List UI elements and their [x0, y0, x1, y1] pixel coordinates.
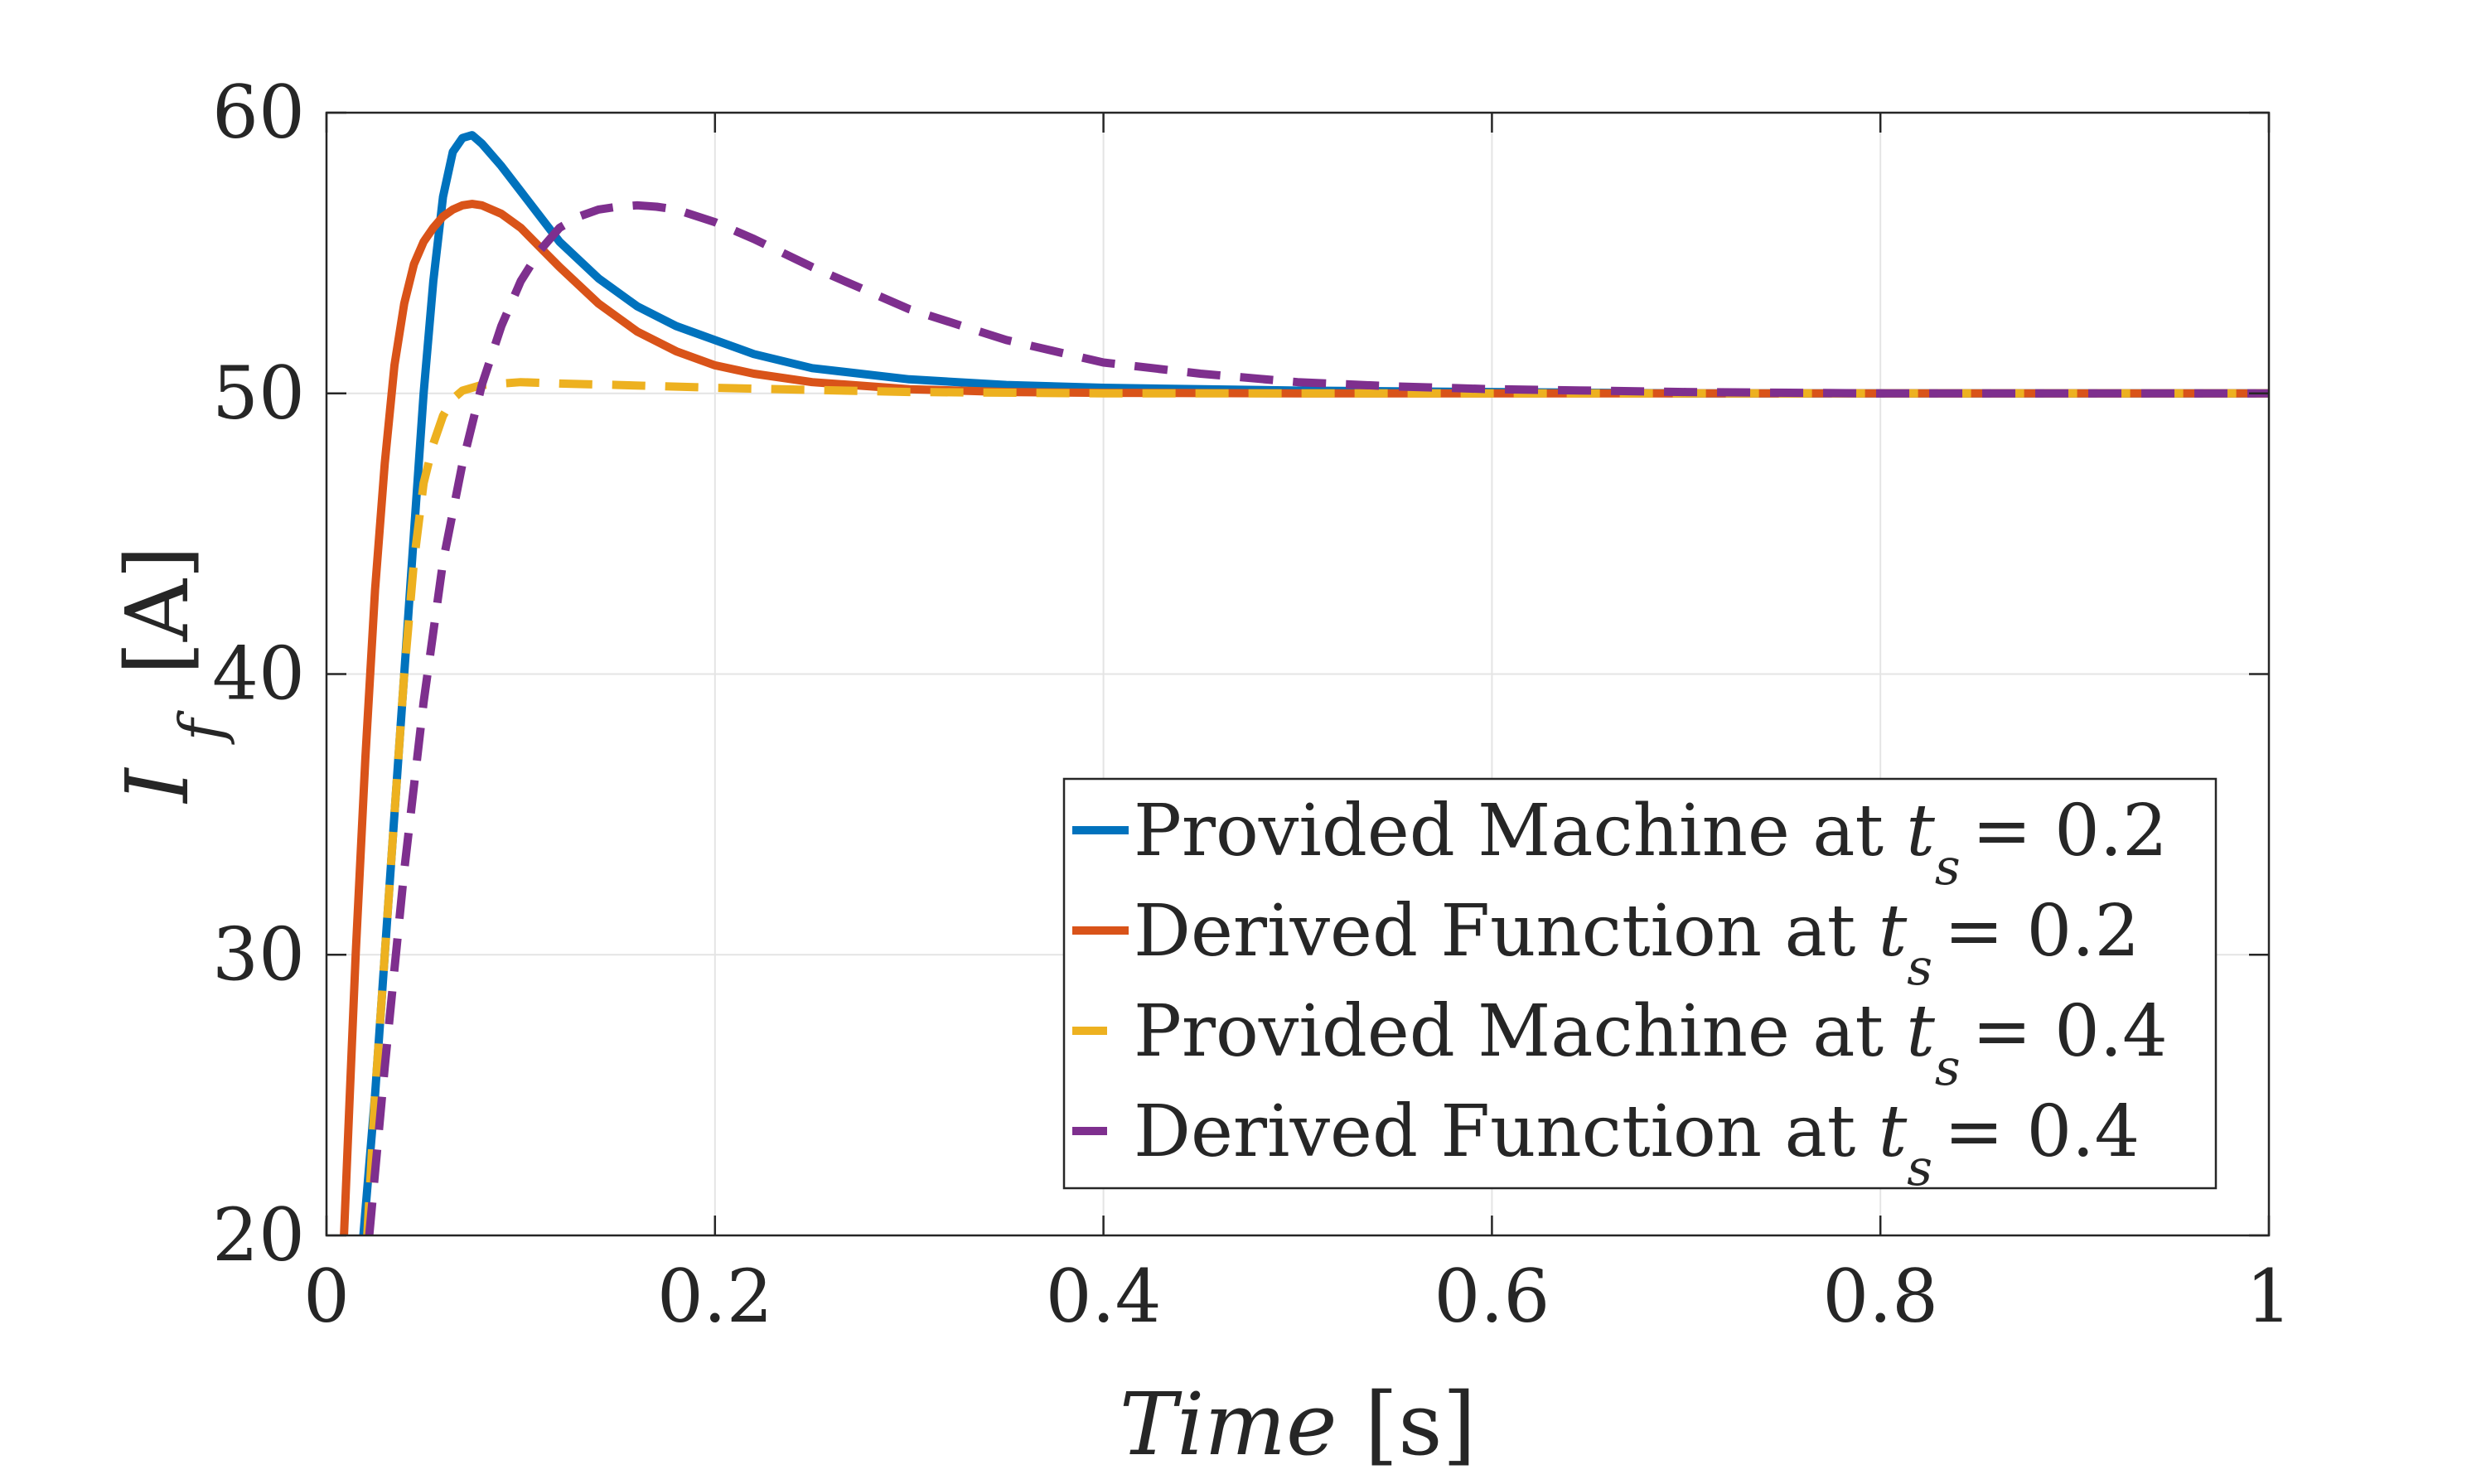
legend-series-name: Provided Machine — [1134, 790, 1812, 873]
ticks — [325, 111, 2271, 1237]
legend-suffix: at — [1812, 990, 1906, 1073]
legend-label-4: Derived Function at ts = 0.4 — [1134, 1090, 2140, 1197]
y-tick-label: 20 — [212, 1192, 305, 1278]
legend-ts-value: = 0.2 — [1944, 890, 2140, 973]
x-tick-label: 0.8 — [1822, 1254, 1938, 1339]
y-tick-label: 60 — [212, 70, 305, 155]
legend-ts-var: t — [1879, 1090, 1908, 1173]
legend-ts-var: t — [1906, 990, 1935, 1073]
legend-label-3: Provided Machine at ts = 0.4 — [1134, 990, 2168, 1097]
x-tick-label: 0.4 — [1046, 1254, 1162, 1339]
legend-label-1: Provided Machine at ts = 0.2 — [1134, 790, 2168, 897]
legend-series-name: Derived Function — [1134, 1090, 1785, 1173]
legend-ts-sub: s — [1935, 839, 1961, 897]
legend-label-2: Derived Function at ts = 0.2 — [1134, 890, 2140, 997]
legend-ts-var: t — [1879, 890, 1908, 973]
y-tick-label: 50 — [212, 350, 305, 436]
y-axis-label-unit: [A] — [107, 545, 208, 674]
x-axis-label: Time [s] — [1120, 1374, 1476, 1475]
tick-labels: 0 0.2 0.4 0.6 0.8 1 20 30 40 50 60 — [212, 70, 2292, 1339]
legend-ts-value: = 0.4 — [1944, 1090, 2140, 1173]
x-tick-label: 0.6 — [1434, 1254, 1550, 1339]
legend-series-name: Provided Machine — [1134, 990, 1812, 1073]
x-tick-label: 0.2 — [657, 1254, 773, 1339]
y-axis-label-var: I — [107, 767, 208, 805]
x-tick-label: 1 — [2246, 1254, 2292, 1339]
legend-box — [1062, 777, 2218, 1190]
x-axis-label-unit: [s] — [1365, 1374, 1477, 1475]
x-axis-label-var: Time — [1120, 1374, 1337, 1475]
legend-ts-value: = 0.2 — [1972, 790, 2168, 873]
y-axis-label: I f [A] — [107, 545, 236, 804]
y-tick-label: 40 — [212, 631, 305, 717]
legend-suffix: at — [1785, 1090, 1879, 1173]
series-line-4 — [365, 201, 2269, 1235]
legend-ts-sub: s — [1935, 1039, 1961, 1097]
series-group — [340, 131, 2269, 1235]
legend-suffix: at — [1812, 790, 1906, 873]
legend-suffix: at — [1785, 890, 1879, 973]
legend-ts-sub: s — [1907, 939, 1932, 997]
legend-ts-sub: s — [1907, 1139, 1932, 1197]
x-tick-label: 0 — [303, 1254, 350, 1339]
legend-ts-var: t — [1906, 790, 1935, 873]
y-tick-label: 30 — [212, 911, 305, 997]
legend-ts-value: = 0.4 — [1972, 990, 2168, 1073]
legend-series-name: Derived Function — [1134, 890, 1785, 973]
